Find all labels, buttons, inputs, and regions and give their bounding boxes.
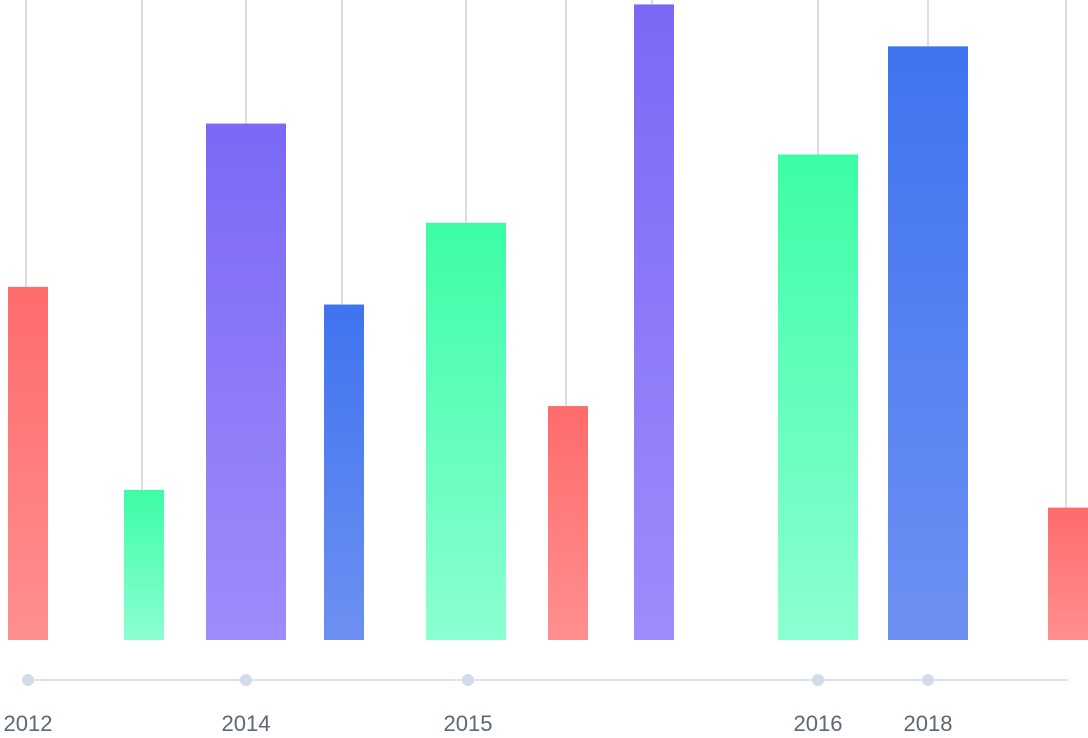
timeline-dots	[22, 674, 934, 686]
timeline-dot-2	[240, 674, 252, 686]
bar-10	[1048, 507, 1088, 640]
timeline-label-2012: 2012	[4, 711, 53, 736]
timeline-label-2014: 2014	[222, 711, 271, 736]
bar-4	[324, 304, 364, 640]
timeline-dot-1	[22, 674, 34, 686]
bar-5	[426, 222, 506, 640]
bar-7	[634, 4, 674, 640]
guide-lines	[25, 0, 1067, 508]
bar-8	[778, 154, 858, 640]
timeline-labels: 2012 2014 2015 2016 2018	[4, 711, 953, 736]
bar-2	[124, 489, 164, 640]
bar-9	[888, 46, 968, 640]
bar-6	[548, 406, 588, 640]
timeline-label-2015: 2015	[444, 711, 493, 736]
timeline-label-2016: 2016	[794, 711, 843, 736]
bar-1	[8, 286, 48, 640]
timeline-dot-5	[922, 674, 934, 686]
timeline-label-2018: 2018	[904, 711, 953, 736]
timeline-dot-4	[812, 674, 824, 686]
bar-3	[206, 123, 286, 641]
timeline-dot-3	[462, 674, 474, 686]
bars-group	[8, 4, 1088, 641]
